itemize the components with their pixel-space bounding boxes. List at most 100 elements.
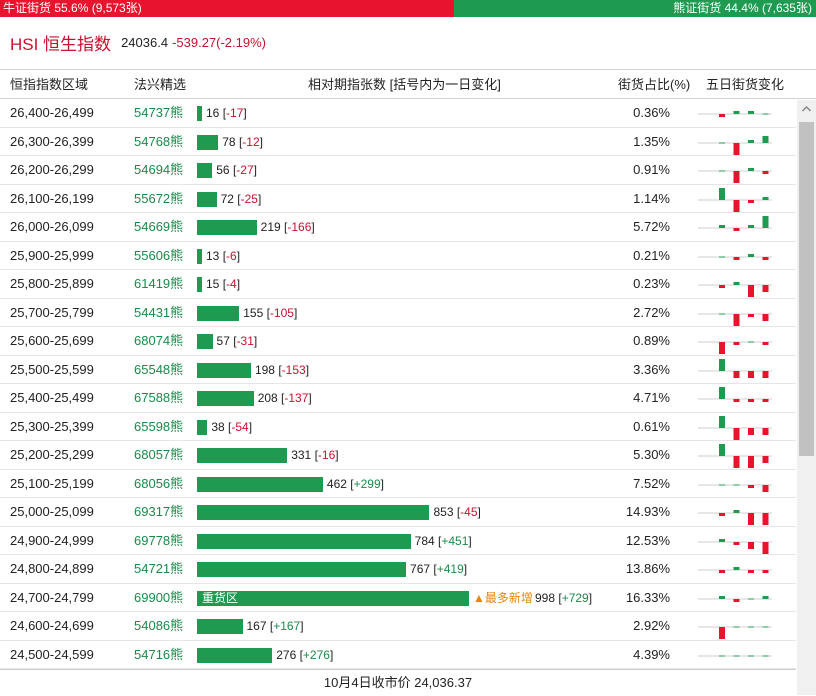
warrant-code-link[interactable]: 55606熊 — [134, 247, 184, 263]
warrant-code-link[interactable]: 54716熊 — [134, 646, 184, 662]
five-day-bar — [733, 111, 740, 114]
quantity-label: 57 [-31] — [216, 334, 258, 348]
table-row[interactable]: 25,000-25,099 69317熊 853 [-45] 14.93% — [0, 498, 796, 527]
five-day-bar — [762, 626, 769, 628]
warrant-code-link[interactable]: 68056熊 — [134, 475, 184, 491]
warrant-code-link[interactable]: 61419熊 — [134, 276, 184, 291]
warrant-code-link[interactable]: 67588熊 — [134, 390, 184, 405]
scrollbar-thumb[interactable] — [799, 122, 814, 456]
five-day-bar — [719, 114, 725, 117]
quantity-label: 998 [+729] — [535, 590, 593, 605]
five-day-bar — [733, 626, 740, 628]
table-row[interactable]: 25,400-25,499 67588熊 208 [-137] 4.71% — [0, 384, 796, 413]
five-day-bar — [748, 168, 754, 171]
quantity-value: 331 — [291, 448, 312, 462]
outstanding-percent: 0.91% — [633, 162, 670, 177]
table-row[interactable]: 25,600-25,699 68074熊 57 [-31] 0.89% — [0, 327, 796, 356]
table-row[interactable]: 26,300-26,399 54768熊 78 [-12] 1.35% — [0, 128, 796, 156]
quantity-bar — [197, 362, 251, 378]
outstanding-percent: 2.92% — [633, 618, 670, 633]
outstanding-percent: 14.93% — [625, 504, 670, 519]
bull-segment: 牛证街货 55.6% (9,573张) — [0, 0, 454, 17]
vertical-scrollbar[interactable] — [797, 100, 816, 695]
outstanding-percent: 0.89% — [633, 333, 670, 348]
table-row[interactable]: 24,600-24,699 54086熊 167 [+167] 2.92% — [0, 612, 796, 641]
warrant-code-link[interactable]: 69317熊 — [134, 504, 184, 519]
index-range: 26,200-26,299 — [10, 162, 94, 177]
five-day-change-chart — [698, 356, 776, 384]
daily-change: -12 — [242, 134, 260, 149]
table-row[interactable]: 25,700-25,799 54431熊 155 [-105] 2.72% — [0, 299, 796, 327]
quantity-bar — [197, 505, 430, 520]
warrant-code-link[interactable]: 65598熊 — [134, 418, 184, 434]
table-row[interactable]: 25,500-25,599 65548熊 198 [-153] 3.36% — [0, 356, 796, 384]
index-change: -539.27(-2.19%) — [172, 35, 267, 50]
warrant-code-link[interactable]: 65548熊 — [134, 361, 184, 377]
five-day-bar — [748, 513, 754, 525]
warrant-code-link[interactable]: 54086熊 — [134, 618, 184, 633]
outstanding-percent: 12.53% — [625, 532, 670, 548]
table-row[interactable]: 25,300-25,399 65598熊 38 [-54] 0.61% — [0, 413, 796, 441]
table-row[interactable]: 26,400-26,499 54737熊 16 [-17] 0.36% — [0, 99, 796, 128]
table-row[interactable]: 24,500-24,599 54716熊 276 [+276] 4.39% — [0, 641, 796, 669]
warrant-code-link[interactable]: 54737熊 — [134, 105, 184, 120]
warrant-code-link[interactable]: 54669熊 — [134, 219, 184, 234]
five-day-bar — [733, 427, 740, 440]
five-day-bar — [733, 598, 740, 602]
outstanding-percent: 0.21% — [633, 247, 670, 263]
table-row[interactable]: 26,200-26,299 54694熊 56 [-27] 0.91% — [0, 156, 796, 185]
table-row[interactable]: 26,000-26,099 54669熊 219 [-166] 5.72% — [0, 213, 796, 242]
table-row[interactable]: 24,700-24,799 69900熊 重货区 ▲最多新增 998 [+729] 16.… — [0, 584, 796, 612]
quantity-label: 784 [+451] — [414, 533, 472, 548]
table-row[interactable]: 25,800-25,899 61419熊 15 [-4] 0.23% — [0, 270, 796, 299]
table-row[interactable]: 25,200-25,299 68057熊 331 [-16] 5.30% — [0, 441, 796, 470]
five-day-bar — [733, 541, 740, 545]
scroll-up-arrow-icon[interactable] — [797, 100, 816, 117]
five-day-bar — [719, 444, 725, 456]
table-row[interactable]: 24,800-24,899 54721熊 767 [+419] 13.86% — [0, 555, 796, 584]
quantity-label: 208 [-137] — [257, 391, 312, 405]
warrant-code-link[interactable]: 54694熊 — [134, 162, 184, 177]
warrant-code-link[interactable]: 55672熊 — [134, 190, 184, 206]
warrant-code-link[interactable]: 54721熊 — [134, 561, 184, 576]
table-row[interactable]: 24,900-24,999 69778熊 784 [+451] 12.53% — [0, 527, 796, 555]
five-day-bar — [719, 387, 725, 399]
warrant-code-link[interactable]: 69900熊 — [134, 589, 184, 605]
five-day-bar — [719, 225, 725, 228]
five-day-bar — [762, 456, 769, 463]
five-day-bar — [719, 256, 725, 257]
five-day-bar — [748, 225, 754, 228]
quantity-label: 276 [+276] — [276, 647, 334, 662]
daily-change: -31 — [236, 334, 254, 348]
daily-change: -54 — [231, 419, 249, 434]
quantity-value: 57 — [216, 334, 230, 348]
five-day-bar — [762, 313, 769, 321]
table-row[interactable]: 25,900-25,999 55606熊 13 [-6] 0.21% — [0, 242, 796, 270]
warrant-code-link[interactable]: 69778熊 — [134, 532, 184, 548]
five-day-bar — [748, 456, 754, 468]
outstanding-percent: 4.71% — [633, 390, 670, 405]
quantity-bar — [197, 448, 288, 463]
five-day-bar — [733, 228, 740, 231]
five-day-bar — [733, 484, 740, 485]
daily-change: +167 — [273, 619, 301, 633]
table-row[interactable]: 26,100-26,199 55672熊 72 [-25] 1.14% — [0, 185, 796, 213]
daily-change: +729 — [561, 590, 589, 605]
outstanding-percent: 0.23% — [633, 276, 670, 291]
five-day-bar — [748, 626, 754, 628]
quantity-value: 155 — [243, 305, 264, 320]
five-day-bar — [762, 399, 769, 402]
five-day-change-chart — [698, 498, 776, 526]
quantity-value: 462 — [326, 476, 347, 491]
table-row[interactable]: 25,100-25,199 68056熊 462 [+299] 7.52% — [0, 470, 796, 498]
five-day-bar — [762, 370, 769, 378]
outstanding-percent: 13.86% — [625, 561, 670, 576]
warrant-code-link[interactable]: 68074熊 — [134, 333, 184, 348]
five-day-bar — [762, 171, 769, 174]
daily-change: -4 — [226, 277, 237, 291]
warrant-code-link[interactable]: 68057熊 — [134, 447, 184, 462]
five-day-bar — [748, 199, 754, 203]
quantity-bar — [197, 619, 243, 634]
warrant-code-link[interactable]: 54768熊 — [134, 133, 184, 149]
warrant-code-link[interactable]: 54431熊 — [134, 304, 184, 320]
